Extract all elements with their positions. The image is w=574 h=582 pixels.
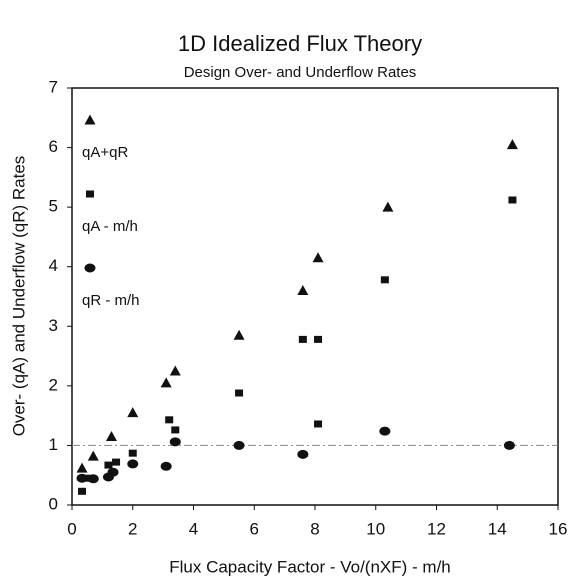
- point: [128, 449, 137, 457]
- legend-marker: [84, 114, 96, 125]
- point: [87, 450, 99, 461]
- point: [127, 407, 139, 418]
- point: [508, 196, 517, 204]
- point: [76, 462, 88, 473]
- x-tick-label: 0: [67, 519, 76, 538]
- x-tick-label: 10: [366, 519, 385, 538]
- y-tick-label: 1: [49, 435, 58, 454]
- point: [312, 252, 324, 263]
- point: [233, 440, 245, 450]
- y-tick-label: 7: [49, 77, 58, 96]
- point: [160, 461, 172, 471]
- point: [235, 389, 244, 397]
- point: [169, 365, 181, 376]
- legend-marker: [84, 263, 96, 273]
- x-tick-label: 14: [488, 519, 507, 538]
- legend-label: qA - m/h: [82, 218, 138, 235]
- point: [87, 474, 99, 484]
- point: [314, 335, 323, 343]
- y-tick-label: 4: [49, 256, 58, 275]
- point: [380, 276, 389, 284]
- point: [112, 458, 121, 466]
- x-tick-label: 16: [549, 519, 568, 538]
- chart-title: 1D Idealized Flux Theory: [178, 31, 422, 56]
- point: [382, 201, 394, 212]
- y-tick-label: 0: [49, 494, 58, 513]
- y-tick-label: 5: [49, 197, 58, 216]
- point: [298, 335, 307, 343]
- legend-label: qA+qR: [82, 144, 128, 161]
- point: [506, 139, 518, 150]
- point: [104, 461, 113, 469]
- point: [165, 416, 174, 424]
- point: [314, 420, 323, 428]
- point: [171, 426, 180, 434]
- y-axis-label: Over- (qA) and Underflow (qR) Rates: [9, 156, 28, 437]
- y-tick-label: 3: [49, 316, 58, 335]
- point: [127, 459, 139, 469]
- plot-frame: [71, 87, 559, 506]
- legend-label: qR - m/h: [82, 292, 140, 309]
- y-tick-label: 6: [49, 137, 58, 156]
- point: [169, 437, 181, 447]
- x-axis-label: Flux Capacity Factor - Vo/(nXF) - m/h: [169, 557, 451, 576]
- x-tick-label: 8: [310, 519, 319, 538]
- point: [297, 449, 309, 459]
- legend-marker: [86, 190, 94, 198]
- point: [78, 487, 87, 495]
- point: [76, 473, 88, 483]
- x-tick-label: 2: [128, 519, 137, 538]
- x-tick-label: 4: [189, 519, 198, 538]
- point: [503, 440, 515, 450]
- point: [297, 285, 309, 296]
- point: [160, 377, 172, 388]
- chart-subtitle: Design Over- and Underflow Rates: [184, 64, 417, 81]
- point: [105, 430, 117, 441]
- x-tick-label: 6: [250, 519, 259, 538]
- point: [233, 329, 245, 340]
- y-tick-label: 2: [49, 375, 58, 394]
- point: [107, 467, 119, 477]
- point: [379, 426, 391, 436]
- x-tick-label: 12: [427, 519, 446, 538]
